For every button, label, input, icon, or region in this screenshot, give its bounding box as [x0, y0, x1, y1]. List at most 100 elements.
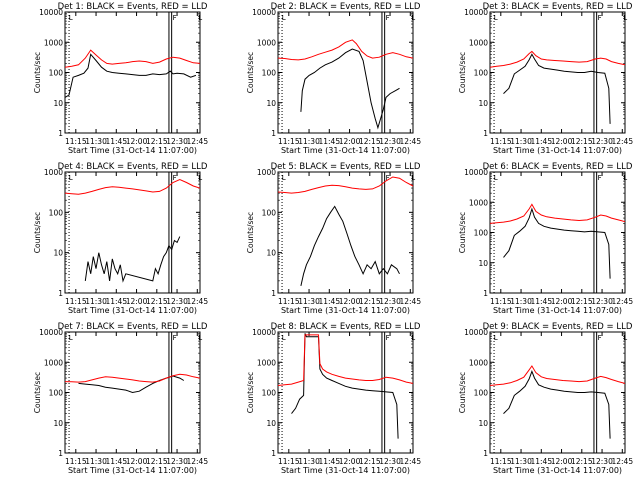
- events-series-line: [78, 375, 185, 394]
- x-tick-label: 12:45: [186, 137, 208, 146]
- y-tick-label: 1000: [257, 38, 276, 47]
- x-tick-label: 12:30: [166, 457, 188, 466]
- x-tick-label: 11:30: [298, 137, 320, 146]
- marker-label: L: [198, 14, 202, 22]
- chart-title: Det 8: BLACK = Events, RED = LLD: [271, 322, 421, 332]
- x-tick-label: 12:15: [571, 457, 593, 466]
- panel-6: Det 6: BLACK = Events, RED = LLD 1 10 100 10…: [458, 162, 633, 315]
- y-tick-label: 1: [483, 449, 488, 458]
- x-tick-label: 12:15: [571, 297, 593, 306]
- y-axis-label: Counts/sec: [458, 212, 467, 253]
- y-tick-label: 100: [262, 389, 277, 398]
- x-tick-label: 12:30: [379, 297, 401, 306]
- x-tick-label: 12:30: [591, 457, 613, 466]
- x-axis-label: Start Time (31-Oct-14 11:07:00): [68, 466, 197, 475]
- lld-series-line: [490, 203, 625, 224]
- chart-title: Det 9: BLACK = Events, RED = LLD: [483, 322, 633, 332]
- panel-1: Det 1: BLACK = Events, RED = LLD 1 10 100 10…: [33, 2, 208, 155]
- marker-label: L: [411, 14, 415, 22]
- x-tick-label: 12:45: [611, 137, 633, 146]
- chart-title: Det 5: BLACK = Events, RED = LLD: [271, 162, 421, 172]
- x-tick-label: 12:00: [551, 457, 573, 466]
- x-tick-label: 11:30: [510, 137, 532, 146]
- lld-series-line: [65, 373, 200, 383]
- y-tick-label: 10000: [39, 328, 63, 337]
- chart-title: Det 4: BLACK = Events, RED = LLD: [58, 162, 208, 172]
- marker-label: L: [198, 334, 202, 342]
- y-tick-label: 10: [478, 419, 488, 428]
- y-tick-label: 100: [262, 208, 277, 217]
- y-tick-label: 10000: [39, 8, 63, 17]
- plot-frame: [277, 11, 414, 134]
- y-tick-label: 1000: [469, 198, 488, 207]
- x-tick-label: 11:45: [530, 457, 552, 466]
- x-tick-label: 11:30: [298, 457, 320, 466]
- y-axis-label: Counts/sec: [246, 372, 255, 413]
- lld-series-line: [278, 334, 413, 386]
- events-series-line: [300, 48, 400, 130]
- y-tick-label: 10000: [252, 328, 276, 337]
- marker-label: F: [173, 14, 177, 22]
- panel-7: Det 7: BLACK = Events, RED = LLD 1 10 100 10…: [33, 322, 208, 475]
- x-tick-label: 12:00: [339, 457, 361, 466]
- x-tick-label: 11:15: [490, 457, 512, 466]
- marker-label: F: [173, 334, 177, 342]
- x-tick-label: 11:45: [318, 297, 340, 306]
- y-tick-label: 1: [483, 129, 488, 138]
- events-series-line: [503, 207, 611, 279]
- x-tick-label: 12:45: [611, 297, 633, 306]
- events-series-line: [84, 236, 181, 283]
- x-tick-label: 12:15: [359, 297, 381, 306]
- x-axis-label: Start Time (31-Oct-14 11:07:00): [281, 466, 410, 475]
- x-tick-label: 11:15: [278, 137, 300, 146]
- y-tick-label: 1000: [44, 168, 63, 177]
- x-tick-label: 11:30: [298, 297, 320, 306]
- plot-frame: [489, 331, 626, 454]
- panel-4: Det 4: BLACK = Events, RED = LLD 1 10 100 10…: [33, 162, 208, 315]
- x-tick-label: 12:15: [146, 297, 168, 306]
- panel-8: Det 8: BLACK = Events, RED = LLD 1 10 100 10…: [246, 322, 421, 475]
- y-tick-label: 10: [53, 249, 63, 258]
- y-tick-label: 10: [478, 99, 488, 108]
- y-tick-label: 10: [53, 419, 63, 428]
- panel-5: Det 5: BLACK = Events, RED = LLD 1 10 100 10…: [246, 162, 421, 315]
- x-tick-label: 11:30: [85, 137, 107, 146]
- y-tick-label: 100: [474, 389, 489, 398]
- marker-label: L: [282, 174, 286, 182]
- x-tick-label: 12:45: [399, 457, 421, 466]
- x-tick-label: 11:45: [105, 137, 127, 146]
- marker-label: L: [623, 174, 627, 182]
- y-tick-label: 100: [49, 208, 64, 217]
- x-tick-label: 12:30: [379, 457, 401, 466]
- x-tick-label: 12:30: [166, 137, 188, 146]
- y-tick-label: 10: [266, 249, 276, 258]
- x-tick-label: 11:15: [278, 457, 300, 466]
- events-series-line: [503, 369, 611, 439]
- x-tick-label: 12:00: [551, 297, 573, 306]
- marker-label: L: [282, 14, 286, 22]
- y-tick-label: 1000: [44, 38, 63, 47]
- y-tick-label: 1: [271, 449, 276, 458]
- y-tick-label: 100: [49, 69, 64, 78]
- y-tick-label: 10000: [252, 8, 276, 17]
- x-tick-label: 11:30: [510, 457, 532, 466]
- marker-label: L: [623, 334, 627, 342]
- y-tick-label: 10: [478, 259, 488, 268]
- x-tick-label: 12:15: [359, 137, 381, 146]
- x-axis-label: Start Time (31-Oct-14 11:07:00): [68, 306, 197, 315]
- marker-label: L: [623, 14, 627, 22]
- x-tick-label: 11:30: [85, 457, 107, 466]
- x-axis-label: Start Time (31-Oct-14 11:07:00): [281, 306, 410, 315]
- marker-label: L: [69, 334, 73, 342]
- x-tick-label: 12:15: [571, 137, 593, 146]
- chart-title: Det 1: BLACK = Events, RED = LLD: [58, 2, 208, 12]
- x-tick-label: 11:45: [530, 297, 552, 306]
- x-tick-label: 12:45: [399, 137, 421, 146]
- x-tick-label: 12:00: [126, 457, 148, 466]
- y-tick-label: 10: [53, 99, 63, 108]
- y-axis-label: Counts/sec: [33, 372, 42, 413]
- marker-label: L: [198, 174, 202, 182]
- y-tick-label: 10000: [464, 8, 488, 17]
- x-tick-label: 11:15: [65, 137, 87, 146]
- y-tick-label: 1: [58, 449, 63, 458]
